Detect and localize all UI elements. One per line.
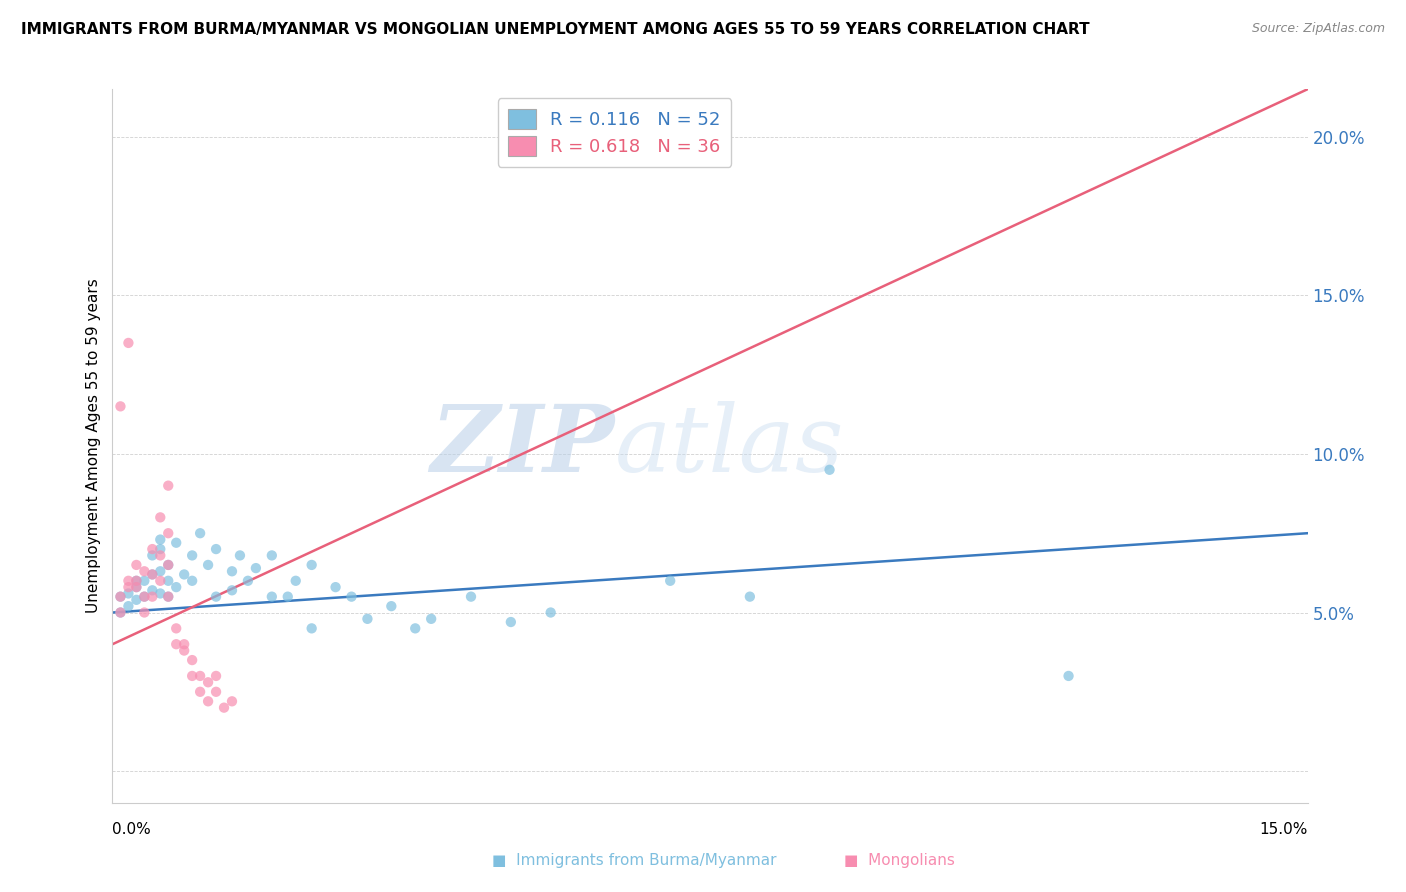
Point bbox=[110, 590, 132, 604]
Point bbox=[173, 637, 195, 651]
Point bbox=[149, 533, 172, 547]
Point bbox=[125, 558, 148, 572]
Text: IMMIGRANTS FROM BURMA/MYANMAR VS MONGOLIAN UNEMPLOYMENT AMONG AGES 55 TO 59 YEAR: IMMIGRANTS FROM BURMA/MYANMAR VS MONGOLI… bbox=[21, 22, 1090, 37]
Point bbox=[165, 637, 187, 651]
Point bbox=[165, 535, 187, 549]
Point bbox=[134, 564, 156, 578]
Point bbox=[499, 615, 522, 629]
Point bbox=[134, 574, 156, 588]
Point bbox=[540, 606, 562, 620]
Y-axis label: Unemployment Among Ages 55 to 59 years: Unemployment Among Ages 55 to 59 years bbox=[86, 278, 101, 614]
Point bbox=[205, 669, 228, 683]
Point bbox=[181, 574, 204, 588]
Point bbox=[157, 478, 180, 492]
Point bbox=[301, 558, 323, 572]
Point bbox=[125, 574, 148, 588]
Point bbox=[110, 606, 132, 620]
Point bbox=[188, 685, 211, 699]
Point bbox=[738, 590, 761, 604]
Point bbox=[134, 606, 156, 620]
Point bbox=[236, 574, 259, 588]
Point bbox=[149, 564, 172, 578]
Point bbox=[157, 558, 180, 572]
Point bbox=[141, 542, 163, 557]
Point bbox=[197, 558, 219, 572]
Point bbox=[125, 592, 148, 607]
Point bbox=[157, 574, 180, 588]
Text: ZIP: ZIP bbox=[430, 401, 614, 491]
Point bbox=[284, 574, 307, 588]
Point bbox=[117, 574, 139, 588]
Point bbox=[157, 558, 180, 572]
Point bbox=[340, 590, 363, 604]
Point bbox=[205, 685, 228, 699]
Point bbox=[165, 621, 187, 635]
Point bbox=[188, 669, 211, 683]
Point bbox=[205, 542, 228, 557]
Point bbox=[125, 580, 148, 594]
Point bbox=[149, 510, 172, 524]
Point bbox=[460, 590, 482, 604]
Point bbox=[221, 694, 243, 708]
Point bbox=[356, 612, 378, 626]
Point bbox=[260, 590, 283, 604]
Text: ■  Immigrants from Burma/Myanmar: ■ Immigrants from Burma/Myanmar bbox=[492, 854, 776, 868]
Point bbox=[301, 621, 323, 635]
Text: 0.0%: 0.0% bbox=[112, 822, 152, 837]
Point bbox=[197, 675, 219, 690]
Point bbox=[380, 599, 402, 614]
Point bbox=[157, 590, 180, 604]
Point bbox=[420, 612, 443, 626]
Point bbox=[205, 590, 228, 604]
Point bbox=[277, 590, 299, 604]
Point bbox=[117, 580, 139, 594]
Point bbox=[165, 580, 187, 594]
Point bbox=[134, 590, 156, 604]
Point bbox=[141, 583, 163, 598]
Point bbox=[141, 567, 163, 582]
Point bbox=[1057, 669, 1080, 683]
Point bbox=[157, 590, 180, 604]
Point bbox=[221, 564, 243, 578]
Point bbox=[245, 561, 267, 575]
Point bbox=[141, 567, 163, 582]
Point bbox=[659, 574, 682, 588]
Point bbox=[117, 599, 139, 614]
Text: ■  Mongolians: ■ Mongolians bbox=[844, 854, 955, 868]
Point bbox=[181, 653, 204, 667]
Point bbox=[117, 335, 139, 350]
Point bbox=[149, 542, 172, 557]
Point bbox=[325, 580, 347, 594]
Text: atlas: atlas bbox=[614, 401, 844, 491]
Point bbox=[188, 526, 211, 541]
Point bbox=[173, 567, 195, 582]
Point bbox=[117, 586, 139, 600]
Point bbox=[149, 574, 172, 588]
Point bbox=[229, 549, 252, 563]
Point bbox=[110, 590, 132, 604]
Point bbox=[181, 549, 204, 563]
Point bbox=[125, 574, 148, 588]
Point bbox=[149, 586, 172, 600]
Point bbox=[260, 549, 283, 563]
Point bbox=[181, 669, 204, 683]
Point bbox=[110, 400, 132, 414]
Point bbox=[818, 463, 841, 477]
Point bbox=[157, 526, 180, 541]
Text: 15.0%: 15.0% bbox=[1260, 822, 1308, 837]
Point bbox=[141, 590, 163, 604]
Point bbox=[173, 643, 195, 657]
Point bbox=[134, 590, 156, 604]
Point bbox=[141, 549, 163, 563]
Point bbox=[197, 694, 219, 708]
Point bbox=[125, 580, 148, 594]
Text: Source: ZipAtlas.com: Source: ZipAtlas.com bbox=[1251, 22, 1385, 36]
Point bbox=[149, 549, 172, 563]
Point bbox=[110, 606, 132, 620]
Point bbox=[404, 621, 426, 635]
Legend: R = 0.116   N = 52, R = 0.618   N = 36: R = 0.116 N = 52, R = 0.618 N = 36 bbox=[498, 98, 731, 167]
Point bbox=[221, 583, 243, 598]
Point bbox=[212, 700, 235, 714]
